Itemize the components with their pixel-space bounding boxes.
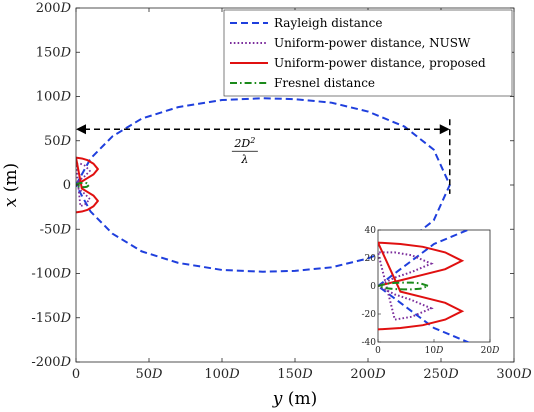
inset-series-group xyxy=(378,230,471,342)
inset-y-tick-label: -20 xyxy=(362,310,377,320)
legend-label-1: Rayleigh distance xyxy=(274,16,382,30)
legend-label-2: Uniform-power distance, NUSW xyxy=(274,36,471,50)
y-tick-label: -200D xyxy=(31,355,71,370)
inset-plot: 0 10D 20D 40 20 0 -20 -40 xyxy=(362,226,500,356)
y-tick-label: 0 xyxy=(63,178,71,193)
series-line-4 xyxy=(76,181,91,189)
x-tick-label: 250D xyxy=(423,367,459,382)
inset-y-tick-label: 20 xyxy=(365,254,377,264)
y-tick-label: -100D xyxy=(31,267,71,282)
inset-x-tick-label: 20D xyxy=(481,346,500,356)
annotation-denominator: λ xyxy=(240,153,248,166)
inset-series-line-3 xyxy=(378,241,465,331)
x-tick-label: 100D xyxy=(204,367,240,382)
y-tick-label: -50D xyxy=(40,222,72,237)
inset-x-tick-label: 0 xyxy=(375,346,381,356)
y-axis-label: x (m) xyxy=(1,163,21,207)
y-tick-label: 150D xyxy=(36,45,72,60)
x-tick-label: 150D xyxy=(277,367,313,382)
series-line-3 xyxy=(76,156,99,214)
legend-label-3: Uniform-power distance, proposed xyxy=(274,56,486,70)
annotation-arrowhead-right xyxy=(439,124,450,135)
inset-box xyxy=(377,229,491,343)
legend-box xyxy=(223,9,513,97)
annotation-layer: 2D2 λ xyxy=(76,119,451,194)
y-tick-label: 50D xyxy=(44,134,72,149)
inset-y-tick-label: 40 xyxy=(365,226,377,236)
y-tick-label: -150D xyxy=(31,311,71,326)
series-line-2 xyxy=(76,162,91,208)
inset-y-tick-label: -40 xyxy=(362,338,377,348)
x-tick-label: 300D xyxy=(496,367,532,382)
x-tick-label: 200D xyxy=(350,367,386,382)
annotation-numerator: 2D2 xyxy=(233,136,255,150)
inset-x-tick-label: 10D xyxy=(425,346,444,356)
annotation-arrowhead-left xyxy=(76,124,86,135)
x-tick-label: 50D xyxy=(136,367,164,382)
legend-label-4: Fresnel distance xyxy=(274,76,375,90)
x-axis-label: y (m) xyxy=(272,389,317,409)
y-tick-label: 200D xyxy=(36,1,72,16)
y-tick-label: 100D xyxy=(36,90,72,105)
legend: Rayleigh distance Uniform-power distance,… xyxy=(223,9,513,97)
inset-y-tick-label: 0 xyxy=(370,282,376,292)
x-tick-label: 0 xyxy=(72,367,80,382)
inset-series-line-4 xyxy=(378,281,432,291)
